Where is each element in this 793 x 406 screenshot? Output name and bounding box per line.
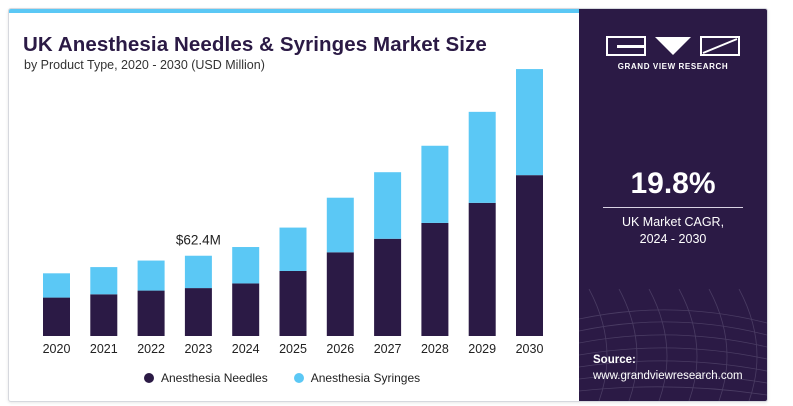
bar-needles-2021: [90, 294, 118, 336]
bar-syringes-2027: [374, 172, 402, 239]
gvr-logo-icon: [606, 36, 740, 56]
bar-needles-2024: [232, 283, 260, 336]
bar-syringes-2024: [232, 247, 260, 284]
cagr-value: 19.8%: [630, 167, 716, 200]
x-tick-label-2029: 2029: [468, 342, 496, 356]
brand-name: GRAND VIEW RESEARCH: [617, 62, 729, 71]
mesh-background-icon: [579, 289, 767, 401]
x-tick-label-2030: 2030: [516, 342, 544, 356]
x-tick-labels: 2020 2021 2022 2023 2024 2025 2026 2027 2028 2029…: [43, 342, 544, 356]
x-tick-label-2022: 2022: [137, 342, 165, 356]
bar-needles-2027: [374, 238, 402, 336]
x-tick-label-2025: 2025: [279, 342, 307, 356]
data-label-2023: $62.4M: [176, 233, 221, 248]
chart-subtitle: by Product Type, 2020 - 2030 (USD Millio…: [24, 58, 265, 72]
bar-needles-2029: [468, 202, 496, 336]
bar-needles-2020: [43, 297, 70, 336]
bar-chart: 2020 2021 2022 2023 2024 2025 2026 2027 2028 2029…: [43, 69, 544, 356]
bar-syringes-2021: [90, 267, 118, 295]
bar-syringes-2028: [421, 145, 449, 223]
legend-label: Anesthesia Needles: [161, 371, 268, 385]
legend-label: Anesthesia Syringes: [310, 371, 421, 385]
x-tick-label-2028: 2028: [421, 342, 449, 356]
bar-needles-2022: [137, 290, 165, 336]
x-tick-label-2021: 2021: [90, 342, 118, 356]
bar-syringes-2026: [326, 197, 354, 253]
bar-syringes-2022: [137, 260, 165, 291]
cagr-label-line1: UK Market CAGR,: [621, 215, 725, 229]
source-link[interactable]: www.grandviewresearch.com: [593, 370, 743, 382]
bar-syringes-2030: [516, 69, 543, 176]
divider: [603, 207, 743, 208]
x-tick-label-2020: 2020: [43, 342, 71, 356]
x-tick-label-2026: 2026: [326, 342, 354, 356]
bar-needles-2026: [326, 252, 354, 336]
chart-title: UK Anesthesia Needles & Syringes Market …: [23, 33, 487, 56]
side-panel: GRAND VIEW RESEARCH 19.8% UK Market CAGR…: [579, 9, 767, 401]
x-tick-label-2027: 2027: [374, 342, 402, 356]
bar-needles-2025: [279, 270, 307, 336]
accent-strip: [9, 9, 581, 13]
x-tick-label-2024: 2024: [232, 342, 260, 356]
bar-syringes-2020: [43, 273, 70, 298]
bar-needles-2028: [421, 222, 449, 336]
bar-needles-2030: [516, 175, 543, 336]
bars-layer: [43, 69, 543, 336]
annotations-layer: $62.4M: [176, 233, 221, 248]
syringes-swatch-icon: [293, 373, 304, 383]
bar-syringes-2025: [279, 227, 307, 271]
cagr-label: UK Market CAGR, 2024 - 2030: [579, 214, 767, 248]
legend-item-syringes: Anesthesia Syringes: [293, 371, 421, 385]
needles-swatch-icon: [144, 373, 154, 383]
x-tick-label-2023: 2023: [184, 342, 212, 356]
brand-logo: GRAND VIEW RESEARCH: [603, 33, 743, 71]
cagr-label-line2: 2024 - 2030: [639, 232, 707, 246]
bar-syringes-2029: [468, 111, 496, 203]
bar-syringes-2023: [184, 255, 212, 289]
bar-needles-2023: [184, 288, 212, 336]
legend-item-needles: Anesthesia Needles: [144, 371, 268, 385]
chart-legend: Anesthesia Needles Anesthesia Syringes: [144, 371, 446, 385]
source-title: Source:: [593, 354, 636, 366]
infographic-card: UK Anesthesia Needles & Syringes Market …: [8, 8, 768, 402]
